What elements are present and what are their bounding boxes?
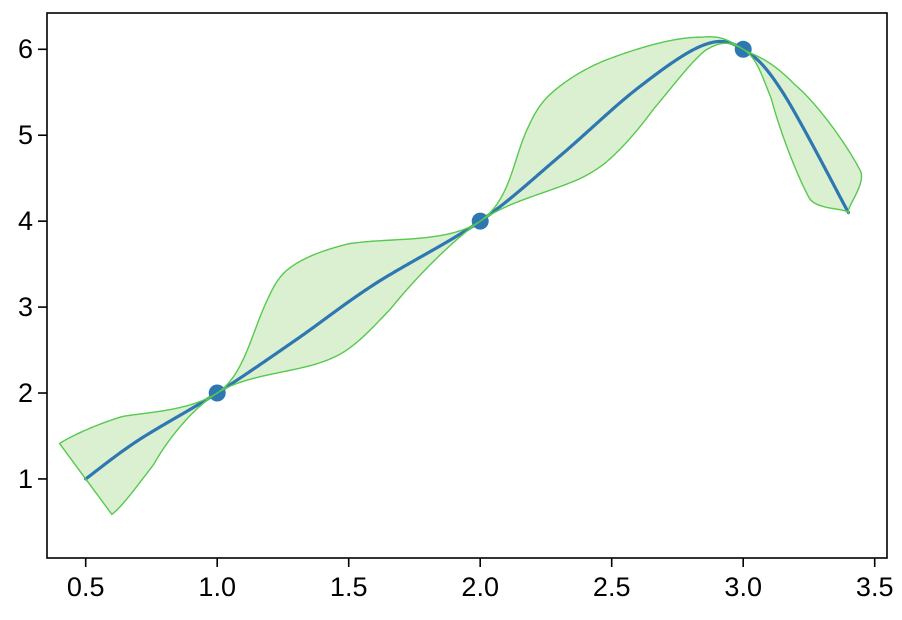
svg-text:2.0: 2.0 [461, 572, 499, 602]
svg-text:3: 3 [18, 292, 33, 322]
svg-text:1.0: 1.0 [198, 572, 236, 602]
svg-text:4: 4 [18, 206, 33, 236]
svg-text:6: 6 [18, 34, 33, 64]
svg-text:2: 2 [18, 378, 33, 408]
svg-text:0.5: 0.5 [67, 572, 105, 602]
svg-text:2.5: 2.5 [593, 572, 631, 602]
svg-text:1.5: 1.5 [330, 572, 368, 602]
svg-text:1: 1 [18, 464, 33, 494]
svg-text:5: 5 [18, 120, 33, 150]
svg-text:3.5: 3.5 [856, 572, 894, 602]
svg-text:3.0: 3.0 [724, 572, 762, 602]
